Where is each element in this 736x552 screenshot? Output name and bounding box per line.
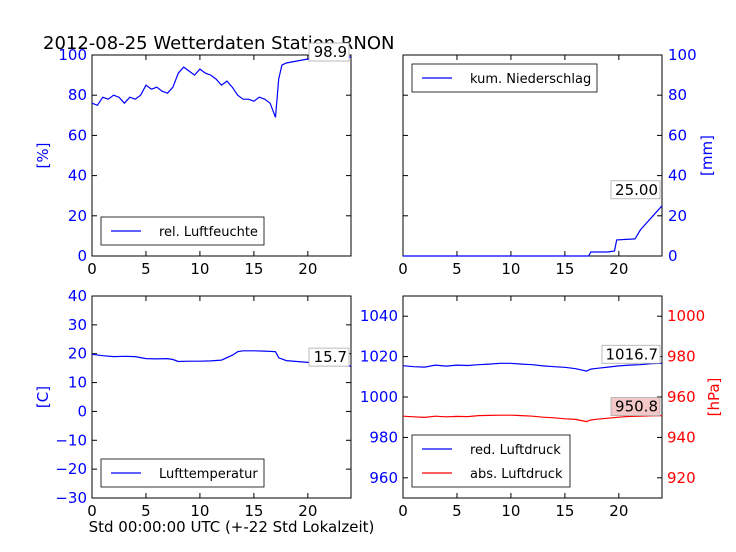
x-tick-label: 0	[398, 260, 408, 278]
y-tick-label: 40	[68, 167, 87, 185]
legend-label: abs. Luftdruck	[470, 467, 563, 482]
y-tick-label: 1020	[360, 348, 398, 366]
legend-label: rel. Luftfeuchte	[159, 225, 258, 240]
y-tick-label: 0	[668, 247, 678, 265]
value-annotation: 950.8	[615, 398, 658, 416]
panel-top-right: 0 5 10 15 20 0 20 40 60 80 100 [mm] 25.00 kum. Nieder…	[398, 46, 716, 278]
y-tick-label: 100	[668, 46, 697, 64]
panel-top-left: 0 5 10 15 20 0 20 40 60 80 100 [%] 98.9 rel. Luftfeuc…	[34, 42, 352, 278]
y-tick-label: 40	[668, 167, 687, 185]
y-tick-label: −10	[55, 431, 87, 449]
series-line-rel-luftfeuchte	[91, 56, 351, 118]
y-tick-label: 30	[68, 316, 87, 334]
y-tick-label-right: 920	[667, 469, 696, 487]
y-tick-label: −30	[55, 489, 87, 507]
x-tick-label: 20	[609, 502, 628, 520]
legend-label: kum. Niederschlag	[470, 72, 591, 87]
y-tick-label-right: 980	[667, 348, 696, 366]
value-annotation: 25.00	[615, 181, 658, 199]
x-axis-label: Std 00:00:00 UTC (+-22 Std Lokalzeit)	[89, 518, 375, 536]
value-annotation-box	[308, 347, 350, 367]
y-axis-label-right: [hPa]	[705, 378, 723, 417]
y-tick-label: 20	[68, 207, 87, 225]
value-annotation: 98.9	[314, 43, 347, 61]
value-annotation-box	[610, 180, 661, 200]
value-annotation-box	[601, 344, 661, 364]
x-tick-label: 15	[244, 502, 263, 520]
value-annotation-box	[610, 397, 661, 416]
y-tick-label: 1040	[360, 307, 398, 325]
value-annotation: 1016.7	[606, 345, 659, 363]
y-tick-label: 10	[68, 374, 87, 392]
y-tick-label: 980	[369, 428, 398, 446]
y-tick-label: −20	[55, 460, 87, 478]
legend-label: Lufttemperatur	[159, 467, 258, 482]
series-line-kum-niederschlag	[403, 205, 663, 257]
y-tick-label: 0	[77, 402, 87, 420]
y-tick-label: 1000	[360, 388, 398, 406]
y-tick-label-right: 1000	[667, 307, 705, 325]
y-tick-label: 80	[68, 86, 87, 104]
x-tick-label: 10	[190, 260, 209, 278]
value-annotation-box	[308, 42, 350, 62]
y-tick-label: 20	[68, 345, 87, 363]
x-tick-label: 0	[87, 260, 97, 278]
figure-title: 2012-08-25 Wetterdaten Station RNON	[43, 33, 394, 54]
series-line-red-luftdruck	[402, 362, 663, 372]
x-tick-label: 0	[87, 502, 97, 520]
legend: kum. Niederschlag	[411, 63, 598, 93]
y-tick-label: 20	[668, 207, 687, 225]
y-tick-label: 40	[68, 287, 87, 305]
legend-box	[411, 434, 571, 488]
panel-bottom-left: 0 5 10 15 20 −30 −20 −10 0 10 20 30 40 [C] Std 00:00:0…	[34, 287, 374, 536]
x-tick-label: 5	[141, 502, 151, 520]
x-tick-label: 0	[398, 502, 408, 520]
y-axis-label: [mm]	[698, 135, 716, 176]
legend: rel. Luftfeuchte	[100, 216, 265, 246]
y-axis-label: [C]	[34, 386, 52, 408]
legend-label: red. Luftdruck	[470, 443, 561, 458]
legend: red. Luftdruck abs. Luftdruck	[411, 434, 571, 488]
x-tick-label: 5	[452, 260, 462, 278]
panel-bottom-right: 0 5 10 15 20 960 980 1000 1020 1040 920 940 960 980 10…	[360, 295, 723, 520]
y-tick-label: 60	[68, 126, 87, 144]
x-tick-label: 20	[298, 260, 317, 278]
y-tick-label: 0	[77, 247, 87, 265]
x-tick-label: 15	[555, 502, 574, 520]
series-line-lufttemperatur	[91, 350, 352, 367]
y-tick-label: 100	[58, 46, 87, 64]
x-tick-label: 20	[298, 502, 317, 520]
y-tick-label: 960	[369, 469, 398, 487]
x-tick-label: 15	[555, 260, 574, 278]
y-tick-label: 80	[668, 86, 687, 104]
y-tick-label: 60	[668, 126, 687, 144]
x-tick-label: 5	[452, 502, 462, 520]
x-tick-label: 5	[141, 260, 151, 278]
legend: Lufttemperatur	[100, 458, 265, 488]
x-tick-label: 20	[609, 260, 628, 278]
value-annotation: 15.7	[314, 348, 347, 366]
y-tick-label-right: 960	[667, 388, 696, 406]
y-tick-label-right: 940	[667, 428, 696, 446]
x-tick-label: 10	[501, 502, 520, 520]
y-axis-label: [%]	[34, 143, 52, 169]
x-tick-label: 15	[244, 260, 263, 278]
series-line-abs-luftdruck	[402, 414, 663, 423]
x-tick-label: 10	[190, 502, 209, 520]
x-tick-label: 10	[501, 260, 520, 278]
